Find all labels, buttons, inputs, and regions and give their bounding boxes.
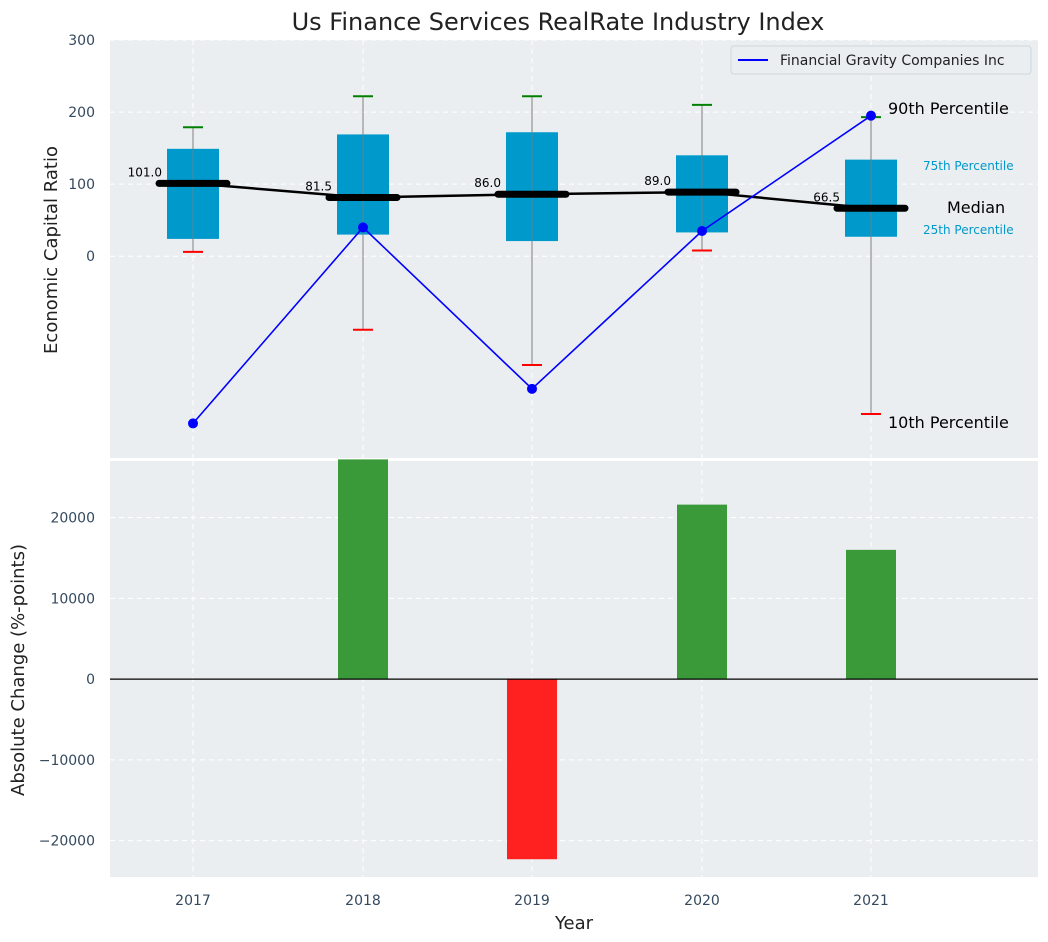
company-point (358, 222, 368, 233)
bottom-y-tick-label: 0 (86, 672, 95, 688)
top-y-axis-label: Economic Capital Ratio (41, 146, 62, 354)
annotation-75th: 75th Percentile (923, 159, 1014, 173)
company-point (188, 418, 198, 429)
top-y-tick-label: 200 (68, 105, 95, 121)
x-tick-label: 2018 (345, 893, 381, 909)
top-y-tick-label: 0 (86, 249, 95, 265)
annotation-10th: 10th Percentile (888, 413, 1009, 432)
top-y-tick-label: 100 (68, 177, 95, 193)
bottom-y-tick-label: −10000 (39, 753, 95, 769)
bottom-y-tick-label: 10000 (50, 591, 95, 607)
top-chart-layer: 0 100 200 300 101.0 81.5 86.0 89.0 66.5 (68, 33, 909, 429)
x-axis-label: Year (554, 913, 594, 934)
company-point (866, 110, 876, 121)
x-tick-label: 2021 (853, 893, 889, 909)
top-plot-area (110, 40, 1038, 458)
bottom-y-axis-label: Absolute Change (%-points) (8, 544, 29, 796)
bottom-y-tick-label: 20000 (50, 511, 95, 527)
annotation-median: Median (947, 198, 1005, 217)
company-point (697, 225, 707, 236)
change-bar (677, 504, 727, 680)
legend: Financial Gravity Companies Inc (730, 45, 1032, 75)
annotation-90th: 90th Percentile (888, 99, 1009, 118)
change-bar (338, 459, 388, 680)
x-tick-label: 2020 (684, 893, 720, 909)
median-value-label: 81.5 (305, 179, 332, 193)
median-value-label: 89.0 (644, 174, 671, 188)
median-value-label: 66.5 (813, 190, 840, 204)
median-value-label: 101.0 (128, 165, 162, 179)
bottom-chart-layer: −20000 −10000 0 10000 20000 2017 2018 2019 2020 2… (39, 459, 1038, 909)
top-y-tick-label: 300 (68, 33, 95, 49)
x-tick-label: 2017 (175, 893, 211, 909)
change-bar (507, 679, 557, 860)
x-tick-label: 2019 (514, 893, 550, 909)
annotation-25th: 25th Percentile (923, 223, 1014, 237)
legend-company-label: Financial Gravity Companies Inc (780, 53, 1005, 69)
legend-box (730, 45, 1032, 75)
bottom-plot-area (110, 461, 1038, 877)
change-bar (846, 549, 896, 680)
company-point (527, 383, 537, 394)
median-value-label: 86.0 (474, 176, 501, 190)
chart-title: Us Finance Services RealRate Industry In… (292, 8, 825, 36)
bottom-y-tick-label: −20000 (39, 834, 95, 850)
